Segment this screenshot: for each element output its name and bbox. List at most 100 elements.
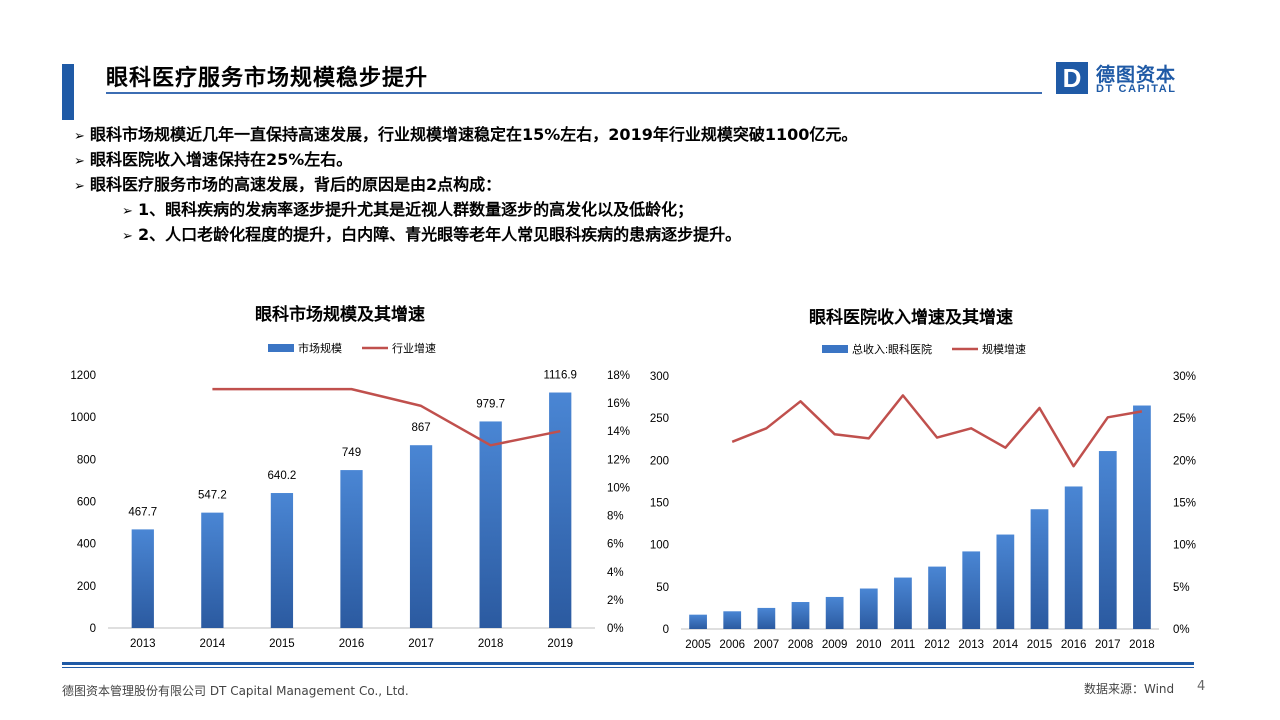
y-axis-tick-label: 50 bbox=[656, 582, 669, 594]
legend-line-label: 规模增速 bbox=[982, 342, 1026, 356]
x-axis-tick-label: 2018 bbox=[1129, 639, 1155, 651]
chart-title-hospital-revenue: 眼科医院收入增速及其增速 bbox=[809, 308, 1013, 328]
bullet-text: 眼科市场规模近几年一直保持高速发展，行业规模增速稳定在15%左右，2019年行业… bbox=[90, 125, 858, 144]
x-axis-tick-label: 2016 bbox=[339, 638, 365, 650]
chart-title-market-size: 眼科市场规模及其增速 bbox=[255, 305, 425, 325]
x-axis-tick-label: 2006 bbox=[719, 639, 745, 651]
bar bbox=[791, 602, 810, 629]
y-axis-tick-label: 200 bbox=[650, 455, 669, 467]
y2-axis-tick-label: 0% bbox=[1173, 624, 1190, 636]
y2-axis-tick-label: 6% bbox=[607, 539, 624, 551]
bar-value-label: 979.7 bbox=[476, 398, 505, 410]
bar bbox=[689, 614, 707, 629]
y-axis-tick-label: 150 bbox=[650, 498, 669, 510]
y-axis-tick-label: 100 bbox=[650, 540, 669, 552]
bar bbox=[1098, 451, 1117, 629]
y2-axis-tick-label: 10% bbox=[607, 482, 630, 494]
y-axis-tick-label: 1200 bbox=[70, 370, 96, 382]
y2-axis-tick-label: 2% bbox=[607, 595, 624, 607]
bullet-text: 眼科医疗服务市场的高速发展，背后的原因是由2点构成： bbox=[90, 175, 502, 194]
bullet-item: ➢ 眼科医院收入增速保持在25%左右。 bbox=[74, 148, 857, 173]
hospital-revenue-chart: 总收入:眼科医院 规模增速 0 50 100 150 200 250 300 0% 5% 10% 15%… bbox=[650, 342, 1196, 651]
y2-axis-tick-label: 25% bbox=[1173, 413, 1196, 425]
x-axis-tick-label: 2009 bbox=[822, 639, 848, 651]
bar-value-label: 749 bbox=[342, 447, 361, 459]
bar bbox=[1064, 486, 1083, 629]
growth-rate-line bbox=[731, 394, 1143, 468]
bar bbox=[723, 611, 742, 629]
x-axis-tick-label: 2013 bbox=[130, 638, 156, 650]
y2-axis-tick-label: 4% bbox=[607, 567, 624, 579]
x-axis-tick-label: 2013 bbox=[958, 639, 984, 651]
bar bbox=[1133, 405, 1151, 629]
logo-name-cn: 德图资本 bbox=[1096, 64, 1177, 86]
legend-bar-label: 总收入:眼科医院 bbox=[852, 342, 932, 356]
y2-axis-tick-label: 16% bbox=[607, 398, 630, 410]
y2-axis-tick-label: 14% bbox=[607, 426, 630, 438]
x-axis-tick-label: 2008 bbox=[788, 639, 814, 651]
x-axis-tick-label: 2012 bbox=[924, 639, 950, 651]
arrow-bullet-icon: ➢ bbox=[74, 129, 85, 144]
bar-value-label: 640.2 bbox=[268, 470, 297, 482]
y-axis-tick-label: 600 bbox=[77, 497, 96, 509]
logo-mark-icon: D bbox=[1056, 62, 1088, 94]
bar bbox=[1030, 509, 1049, 629]
title-underline bbox=[106, 92, 1042, 94]
market-size-chart: 市场规模 行业增速 0 200 400 600 800 1000 1200 0% 2% 4% 6% 8% 1… bbox=[70, 341, 630, 650]
y2-axis-tick-label: 10% bbox=[1173, 540, 1196, 552]
arrow-bullet-icon: ➢ bbox=[122, 229, 133, 244]
legend-bar-swatch bbox=[268, 344, 294, 352]
title-accent-bar bbox=[62, 64, 74, 120]
data-source: 数据来源：Wind bbox=[1084, 682, 1175, 696]
bar-value-label: 1116.9 bbox=[543, 370, 576, 382]
bar bbox=[825, 596, 844, 629]
x-axis-tick-label: 2019 bbox=[547, 638, 573, 650]
company-name: 德图资本管理股份有限公司 DT Capital Management Co., … bbox=[62, 684, 409, 698]
y-axis-tick-label: 0 bbox=[90, 623, 96, 635]
bullet-text: 眼科医院收入增速保持在25%左右。 bbox=[90, 150, 353, 169]
bar-value-label: 867 bbox=[411, 422, 430, 434]
x-axis-tick-label: 2015 bbox=[269, 638, 295, 650]
y2-axis-tick-label: 12% bbox=[607, 454, 630, 466]
bar bbox=[894, 577, 912, 629]
growth-rate-line bbox=[212, 387, 561, 447]
legend-bar-swatch bbox=[822, 345, 848, 353]
bar bbox=[479, 421, 502, 628]
x-axis-tick-label: 2015 bbox=[1027, 639, 1053, 651]
x-axis-tick-label: 2005 bbox=[685, 639, 711, 651]
bullet-subitem: ➢ 1、眼科疾病的发病率逐步提升尤其是近视人群数量逐步的高发化以及低龄化； bbox=[74, 198, 857, 223]
page-title: 眼科医疗服务市场规模稳步提升 bbox=[106, 66, 429, 91]
y2-axis-tick-label: 0% bbox=[607, 623, 624, 635]
bar bbox=[757, 607, 776, 629]
bar bbox=[201, 512, 224, 628]
x-axis-tick-label: 2010 bbox=[856, 639, 882, 651]
y-axis-tick-label: 250 bbox=[650, 413, 669, 425]
y2-axis-tick-label: 30% bbox=[1173, 371, 1196, 383]
bar bbox=[340, 470, 363, 628]
legend-bar-label: 市场规模 bbox=[298, 341, 342, 355]
arrow-bullet-icon: ➢ bbox=[122, 204, 133, 219]
y2-axis-tick-label: 15% bbox=[1173, 498, 1196, 510]
arrow-bullet-icon: ➢ bbox=[74, 154, 85, 169]
x-axis-tick-label: 2014 bbox=[200, 638, 226, 650]
bullet-text: 2、人口老龄化程度的提升，白内障、青光眼等老年人常见眼科疾病的患病逐步提升。 bbox=[138, 225, 742, 244]
x-axis-tick-label: 2007 bbox=[754, 639, 780, 651]
bullet-subitem: ➢ 2、人口老龄化程度的提升，白内障、青光眼等老年人常见眼科疾病的患病逐步提升。 bbox=[74, 223, 857, 248]
x-axis-tick-label: 2017 bbox=[1095, 639, 1121, 651]
bullet-item: ➢ 眼科市场规模近几年一直保持高速发展，行业规模增速稳定在15%左右，2019年行… bbox=[74, 123, 857, 148]
bar bbox=[996, 534, 1015, 629]
arrow-bullet-icon: ➢ bbox=[74, 179, 85, 194]
page-number: 4 bbox=[1197, 679, 1206, 694]
y2-axis-tick-label: 8% bbox=[607, 511, 624, 523]
logo-name-en: DT CAPITAL bbox=[1096, 83, 1177, 95]
x-axis-tick-label: 2017 bbox=[408, 638, 434, 650]
y-axis-tick-label: 200 bbox=[77, 581, 96, 593]
x-axis-tick-label: 2016 bbox=[1061, 639, 1087, 651]
bar bbox=[270, 493, 294, 628]
bar-value-label: 467.7 bbox=[128, 506, 157, 518]
footer-rule bbox=[62, 662, 1194, 665]
y2-axis-tick-label: 5% bbox=[1173, 582, 1190, 594]
bar bbox=[859, 588, 878, 629]
bullet-item: ➢ 眼科医疗服务市场的高速发展，背后的原因是由2点构成： bbox=[74, 173, 857, 198]
x-axis-tick-label: 2018 bbox=[478, 638, 504, 650]
